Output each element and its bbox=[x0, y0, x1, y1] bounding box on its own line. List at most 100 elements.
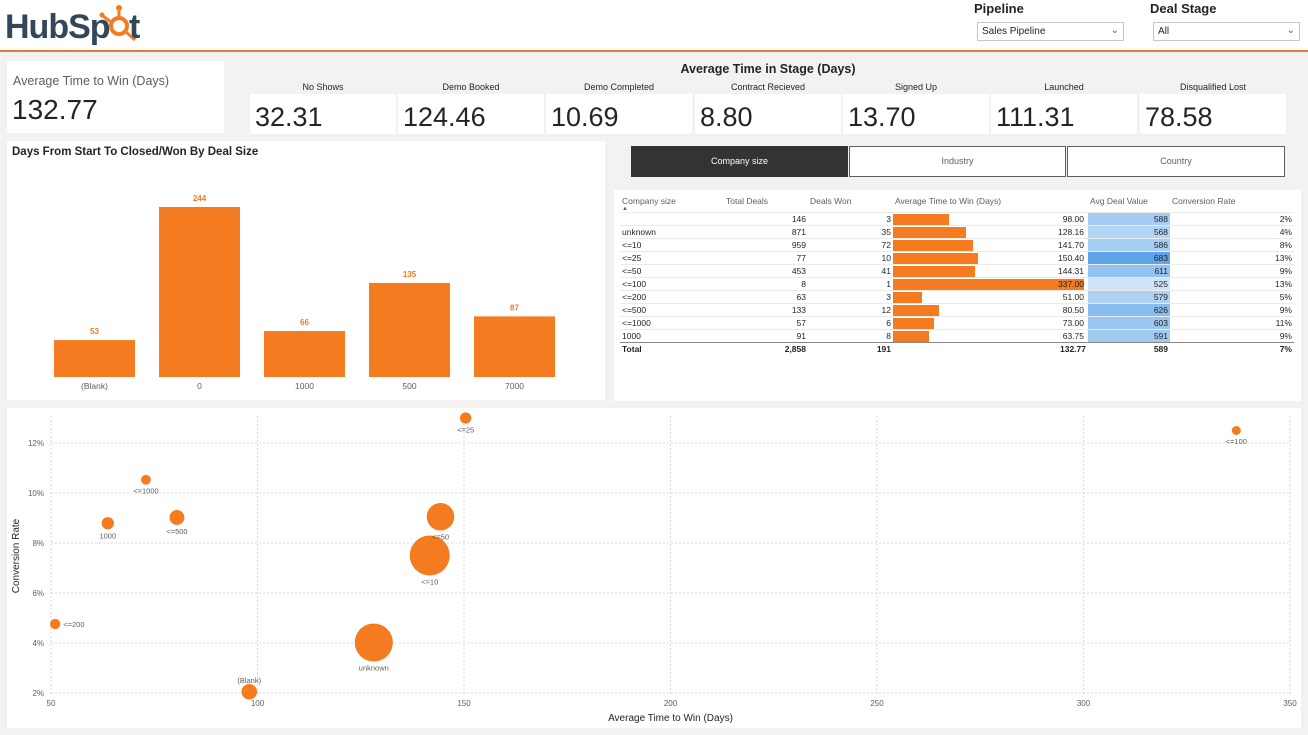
table-row[interactable]: 1000 91 8 63.75 591 9% bbox=[620, 329, 1294, 343]
cell-avg-deal-value: 611 bbox=[1088, 264, 1170, 278]
point-label: (Blank) bbox=[237, 676, 261, 685]
table-row[interactable]: <=100 8 1 337.00 525 13% bbox=[620, 277, 1294, 291]
stage-card-demo-booked: 124.46 bbox=[398, 94, 544, 134]
data-bar bbox=[893, 240, 973, 251]
bar[interactable] bbox=[369, 282, 450, 377]
logo-text: HubSp bbox=[5, 8, 110, 46]
table-row[interactable]: <=200 63 3 51.00 579 5% bbox=[620, 290, 1294, 304]
bar[interactable] bbox=[474, 316, 555, 377]
company-size-table: Company size Total Deals Deals Won Avera… bbox=[620, 196, 1294, 355]
scatter-point[interactable] bbox=[241, 683, 258, 700]
stage-label: Signed Up bbox=[894, 82, 938, 92]
scatter-point[interactable] bbox=[50, 618, 61, 630]
cell-avg-time-value: 144.31 bbox=[1058, 266, 1084, 276]
stage-label: Contract Recieved bbox=[730, 82, 806, 92]
data-bar bbox=[893, 279, 1084, 290]
table-row[interactable]: <=10 959 72 141.70 586 8% bbox=[620, 238, 1294, 252]
cell-deals-won: 6 bbox=[808, 316, 893, 330]
stage-label: Launched bbox=[1044, 82, 1084, 92]
cell-total-deals: 871 bbox=[724, 225, 808, 239]
data-bar bbox=[893, 305, 939, 316]
stage-value: 78.58 bbox=[1145, 102, 1213, 132]
table-row[interactable]: <=50 453 41 144.31 611 9% bbox=[620, 264, 1294, 278]
cell-conversion-rate: 13% bbox=[1170, 277, 1294, 291]
cell-total-deals: 146 bbox=[724, 212, 808, 226]
x-tick-label: 500 bbox=[402, 381, 416, 391]
scatter-point[interactable] bbox=[354, 623, 393, 662]
avg-time-to-win-card: Average Time to Win (Days) 132.77 bbox=[7, 61, 224, 133]
col-header-avg-time[interactable]: Average Time to Win (Days) bbox=[895, 196, 1002, 206]
cell-total-deals: 8 bbox=[724, 277, 808, 291]
scatter-point[interactable] bbox=[426, 503, 455, 531]
cell-company-size: <=25 bbox=[620, 251, 724, 265]
x-tick-label: 7000 bbox=[505, 381, 524, 391]
bar-data-label: 66 bbox=[300, 318, 309, 327]
cell-company-size: <=1000 bbox=[620, 316, 724, 330]
col-header-deals-won[interactable]: Deals Won bbox=[810, 196, 852, 206]
x-tick-label: 100 bbox=[251, 699, 265, 708]
col-header-company-size[interactable]: Company size bbox=[622, 196, 676, 206]
col-header-total-deals[interactable]: Total Deals bbox=[726, 196, 769, 206]
scatter-point[interactable] bbox=[169, 510, 185, 525]
sort-ascending-icon[interactable]: ▲ bbox=[622, 206, 628, 212]
col-header-avg-deal-value[interactable]: Avg Deal Value bbox=[1090, 196, 1148, 206]
cell-avg-deal-value: 568 bbox=[1088, 225, 1170, 239]
deal-stage-filter-label: Deal Stage bbox=[1150, 1, 1217, 16]
x-tick-label: 150 bbox=[457, 699, 471, 708]
cell-conversion-rate: 9% bbox=[1170, 329, 1294, 343]
cell-avg-time: 80.50 bbox=[893, 303, 1088, 317]
bar[interactable] bbox=[54, 340, 135, 377]
cell-avg-time: 128.16 bbox=[893, 225, 1088, 239]
x-tick-label: 200 bbox=[664, 699, 678, 708]
cell-conversion-rate: 11% bbox=[1170, 316, 1294, 330]
cell-company-size: unknown bbox=[620, 225, 724, 239]
cell-avg-deal-value: 525 bbox=[1088, 277, 1170, 291]
scatter-point[interactable] bbox=[1231, 426, 1241, 435]
y-axis-label: Conversion Rate bbox=[11, 518, 22, 593]
tab-country[interactable]: Country bbox=[1067, 146, 1285, 177]
cell-avg-time-value: 63.75 bbox=[1062, 331, 1084, 341]
table-row[interactable]: <=500 133 12 80.50 626 9% bbox=[620, 303, 1294, 317]
cell-deals-won: 12 bbox=[808, 303, 893, 317]
x-tick-label: 0 bbox=[197, 381, 202, 391]
scatter-point[interactable] bbox=[141, 474, 151, 485]
point-label: <=100 bbox=[1226, 437, 1247, 446]
cell-conversion-rate: 4% bbox=[1170, 225, 1294, 239]
cell-conversion-rate: 8% bbox=[1170, 238, 1294, 252]
cell-avg-time: 63.75 bbox=[893, 329, 1088, 343]
col-header-conversion-rate[interactable]: Conversion Rate bbox=[1172, 196, 1236, 206]
table-row[interactable]: <=1000 57 6 73.00 603 11% bbox=[620, 316, 1294, 330]
x-tick-label: 250 bbox=[870, 699, 884, 708]
x-tick-label: (Blank) bbox=[81, 381, 108, 391]
scatter-point[interactable] bbox=[101, 517, 114, 530]
cell-total-deals: 959 bbox=[724, 238, 808, 252]
chevron-down-icon: ⌄ bbox=[1110, 25, 1119, 36]
cell-avg-time-value: 98.00 bbox=[1062, 214, 1084, 224]
table-header-row: Company size Total Deals Deals Won Avera… bbox=[620, 196, 1294, 213]
stage-card-no-shows: 32.31 bbox=[250, 94, 396, 134]
stage-label: Disqualified Lost bbox=[1179, 82, 1247, 92]
tab-industry[interactable]: Industry bbox=[849, 146, 1066, 177]
pipeline-dropdown[interactable]: Sales Pipeline ⌄ bbox=[977, 22, 1124, 41]
point-label: <=10 bbox=[421, 578, 438, 587]
total-avg-time: 132.77 bbox=[893, 342, 1088, 355]
bar[interactable] bbox=[264, 331, 345, 377]
table-row[interactable]: <=25 77 10 150.40 683 13% bbox=[620, 251, 1294, 265]
table-row[interactable]: 146 3 98.00 588 2% bbox=[620, 212, 1294, 226]
total-deal-value: 589 bbox=[1088, 342, 1170, 355]
tab-company-size[interactable]: Company size bbox=[631, 146, 848, 177]
point-label: <=200 bbox=[63, 620, 84, 629]
bar[interactable] bbox=[159, 207, 240, 377]
point-label: <=500 bbox=[166, 527, 187, 536]
cell-deals-won: 35 bbox=[808, 225, 893, 239]
stage-value: 124.46 bbox=[403, 102, 486, 132]
deal-stage-dropdown[interactable]: All ⌄ bbox=[1153, 22, 1300, 41]
cell-avg-time: 141.70 bbox=[893, 238, 1088, 252]
scatter-point[interactable] bbox=[409, 535, 450, 576]
scatter-point[interactable] bbox=[459, 412, 472, 424]
stage-value: 13.70 bbox=[848, 102, 916, 132]
table-row[interactable]: unknown 871 35 128.16 568 4% bbox=[620, 225, 1294, 239]
point-label: <=50 bbox=[432, 532, 449, 541]
y-tick-label: 12% bbox=[28, 439, 44, 448]
cell-avg-time: 150.40 bbox=[893, 251, 1088, 265]
